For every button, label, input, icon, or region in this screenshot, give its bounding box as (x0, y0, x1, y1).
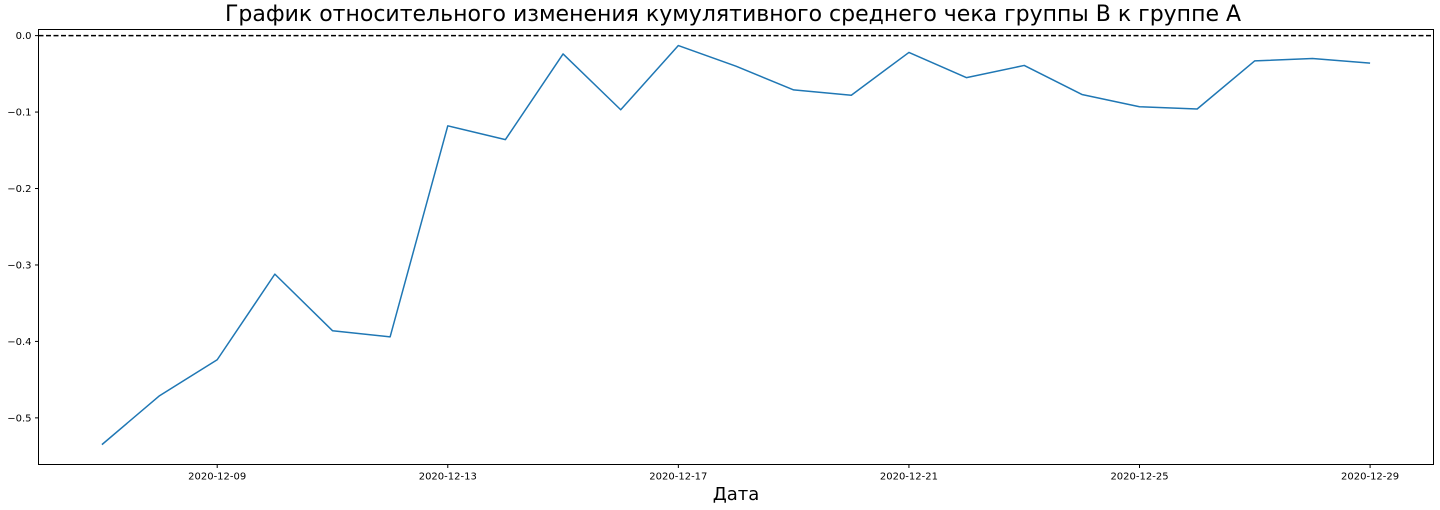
x-axis: 2020-12-09 2020-12-13 2020-12-17 2020-12-21… (188, 464, 1399, 483)
x-tick-label: 2020-12-25 (1110, 472, 1168, 483)
y-tick-label: −0.1 (7, 108, 31, 119)
series-line-0 (101, 44, 1371, 446)
plot-frame (38, 29, 1434, 465)
y-tick-label: −0.4 (7, 337, 31, 348)
x-axis-label: Дата (713, 484, 760, 505)
x-tick-label: 2020-12-21 (880, 472, 938, 483)
y-tick-label: 0.0 (16, 31, 32, 42)
y-axis: 0.0 −0.1 −0.2 −0.3 −0.4 −0.5 (7, 31, 39, 424)
plot-area (38, 34, 1434, 446)
y-tick-label: −0.5 (7, 413, 31, 424)
x-tick-label: 2020-12-09 (188, 472, 246, 483)
chart-title: График относительного изменения кумуляти… (224, 2, 1242, 27)
y-tick-label: −0.2 (7, 184, 31, 195)
x-tick-label: 2020-12-13 (419, 472, 477, 483)
x-tick-label: 2020-12-17 (649, 472, 707, 483)
x-tick-label: 2020-12-29 (1341, 472, 1399, 483)
y-tick-label: −0.3 (7, 260, 31, 271)
